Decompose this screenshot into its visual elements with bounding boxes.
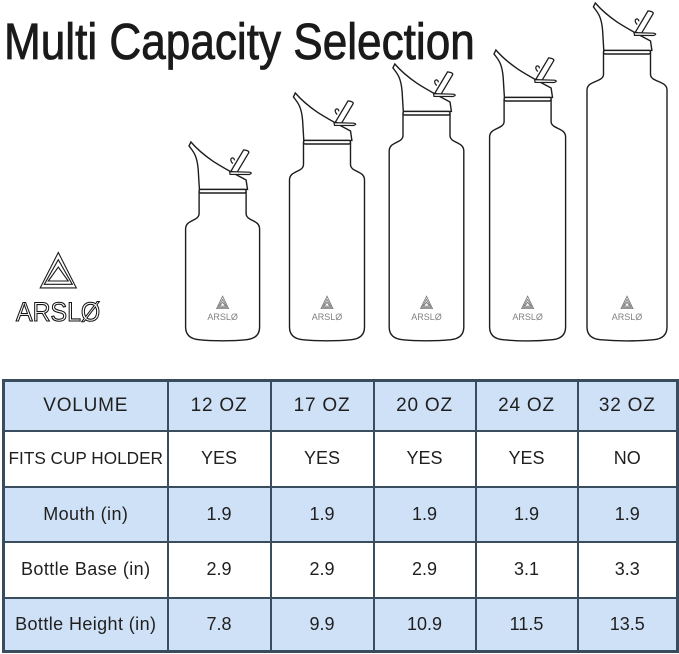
svg-text:ARSLØ: ARSLØ xyxy=(312,312,343,322)
svg-text:ARSLØ: ARSLØ xyxy=(207,312,238,322)
svg-text:ARSLØ: ARSLØ xyxy=(512,312,543,322)
svg-text:ARSLØ: ARSLØ xyxy=(411,312,442,322)
svg-text:ARSLØ: ARSLØ xyxy=(612,312,643,322)
